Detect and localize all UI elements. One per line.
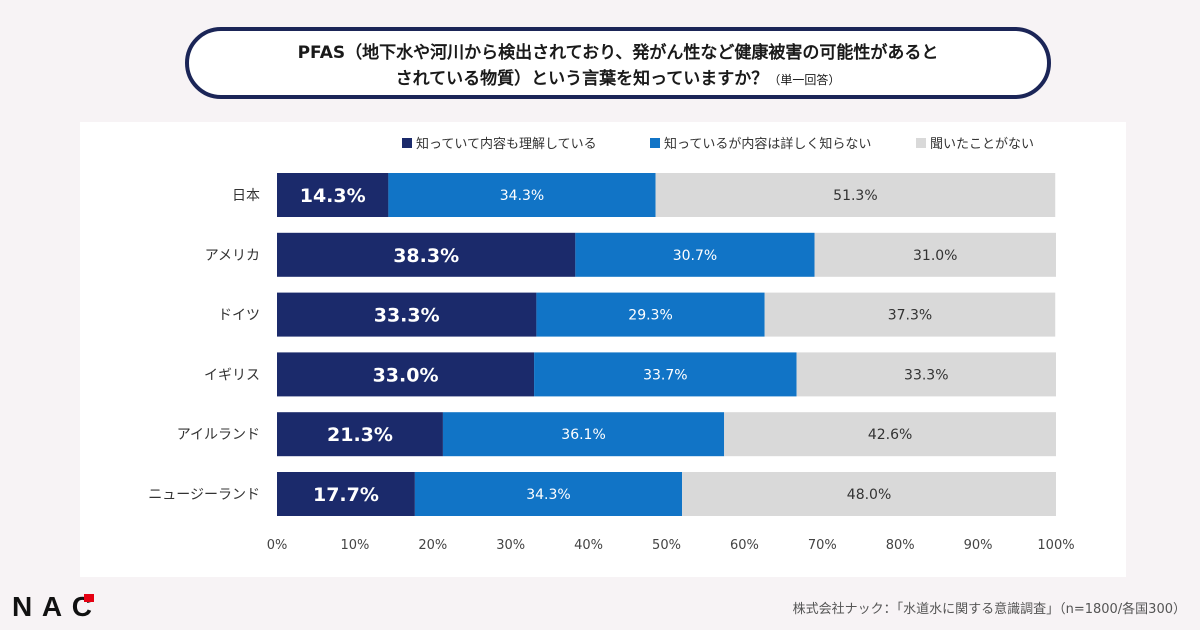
title-line-2: されている物質）という言葉を知っていますか？ bbox=[395, 69, 769, 89]
x-tick-label: 80% bbox=[886, 538, 915, 553]
bar-segment bbox=[575, 232, 815, 277]
bar-segment bbox=[277, 352, 535, 397]
category-label: アイルランド bbox=[177, 427, 260, 443]
title-note: （単一回答） bbox=[768, 73, 841, 87]
x-tick-label: 10% bbox=[340, 538, 369, 553]
bar-segment bbox=[796, 352, 1056, 397]
bar-segment bbox=[764, 292, 1056, 337]
bar-segment bbox=[814, 232, 1056, 277]
bar-segment bbox=[388, 173, 656, 217]
category-label: ニュージーランド bbox=[148, 487, 260, 503]
bar-segment bbox=[655, 173, 1056, 217]
x-tick-label: 90% bbox=[964, 538, 993, 553]
x-tick-label: 100% bbox=[1037, 538, 1074, 553]
category-label: イギリス bbox=[204, 367, 260, 383]
category-label: ドイツ bbox=[218, 308, 260, 324]
source-note: 株式会社ナック：「水道水に関する意識調査」（n=1800/各国300） bbox=[792, 602, 1186, 617]
bar-segment bbox=[277, 173, 389, 217]
data-label: 36.1% bbox=[561, 427, 605, 443]
data-label: 14.3% bbox=[300, 185, 366, 207]
data-label: 30.7% bbox=[673, 248, 717, 264]
data-label: 29.3% bbox=[628, 308, 672, 324]
data-label: 34.3% bbox=[526, 487, 570, 503]
bar-segment bbox=[442, 412, 725, 457]
data-label: 34.3% bbox=[500, 188, 544, 204]
data-label: 17.7% bbox=[313, 484, 379, 506]
data-label: 48.0% bbox=[847, 487, 891, 503]
bar-segment bbox=[414, 472, 683, 516]
category-label: アメリカ bbox=[205, 248, 260, 264]
bar-segment bbox=[536, 292, 765, 337]
legend-swatch bbox=[916, 138, 926, 148]
x-tick-label: 70% bbox=[808, 538, 837, 553]
data-label: 21.3% bbox=[327, 424, 393, 446]
legend-label: 聞いたことがない bbox=[930, 137, 1034, 152]
chart-title: PFAS（地下水や河川から検出されており、発がん性など健康被害の可能性があると … bbox=[185, 27, 1051, 99]
data-label: 37.3% bbox=[888, 308, 932, 324]
data-label: 33.3% bbox=[374, 305, 440, 327]
data-label: 51.3% bbox=[833, 188, 877, 204]
x-tick-label: 40% bbox=[574, 538, 603, 553]
legend-label: 知っているが内容は詳しく知らない bbox=[664, 136, 871, 152]
bar-segment bbox=[534, 352, 797, 397]
x-tick-label: 30% bbox=[496, 538, 525, 553]
data-label: 33.7% bbox=[643, 367, 687, 383]
legend-swatch bbox=[402, 138, 412, 148]
bar-segment bbox=[277, 292, 537, 337]
data-label: 33.3% bbox=[904, 367, 948, 383]
legend-label: 知っていて内容も理解している bbox=[416, 136, 597, 152]
bar-segment bbox=[277, 412, 443, 457]
category-label: 日本 bbox=[232, 188, 260, 204]
bar-segment bbox=[277, 472, 415, 516]
x-tick-label: 0% bbox=[267, 538, 288, 553]
bar-segment bbox=[682, 472, 1056, 516]
x-tick-label: 50% bbox=[652, 538, 681, 553]
x-tick-label: 60% bbox=[730, 538, 759, 553]
svg-text:NAC: NAC bbox=[12, 591, 92, 620]
bar-segment bbox=[724, 412, 1056, 457]
title-line-1: PFAS（地下水や河川から検出されており、発がん性など健康被害の可能性があると bbox=[297, 43, 939, 63]
title-line-2-wrap: されている物質）という言葉を知っていますか？（単一回答） bbox=[189, 66, 1047, 93]
legend-swatch bbox=[650, 138, 660, 148]
data-label: 42.6% bbox=[868, 427, 912, 443]
data-label: 31.0% bbox=[913, 248, 957, 264]
nac-logo: NAC bbox=[12, 590, 96, 624]
data-label: 33.0% bbox=[373, 364, 439, 386]
bar-segment bbox=[277, 232, 576, 277]
data-label: 38.3% bbox=[393, 245, 459, 267]
x-tick-label: 20% bbox=[418, 538, 447, 553]
